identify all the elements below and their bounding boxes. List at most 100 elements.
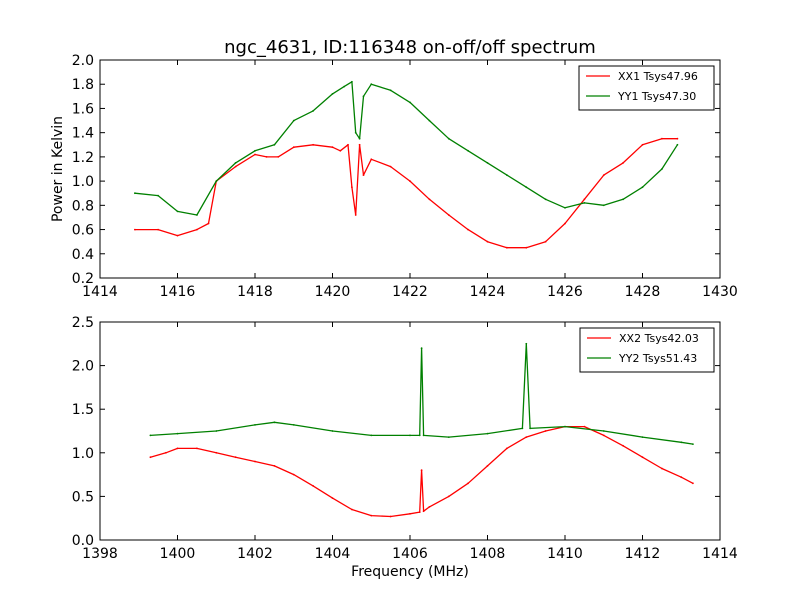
- top-panel-series: [134, 80, 679, 249]
- bottom-data-point: [370, 514, 373, 517]
- top-data-point: [370, 83, 373, 86]
- top-data-point: [196, 228, 198, 231]
- top-y-tick-label: 0.2: [72, 271, 94, 287]
- bottom-data-point: [583, 425, 586, 428]
- top-legend-label-xx1: XX1 Tsys47.96: [618, 70, 698, 83]
- top-data-point: [351, 80, 353, 83]
- bottom-data-point: [389, 515, 392, 518]
- top-data-point: [347, 143, 349, 146]
- top-data-point: [486, 162, 489, 164]
- bottom-x-tick-label: 1408: [470, 546, 506, 562]
- top-y-tick-label: 1.6: [72, 101, 94, 117]
- top-data-point: [428, 119, 431, 122]
- top-data-point: [447, 214, 450, 216]
- top-y-axis-label: Power in Kelvin: [50, 116, 66, 222]
- bottom-data-point: [447, 495, 450, 498]
- top-data-point: [362, 95, 365, 98]
- bottom-data-point: [254, 460, 256, 463]
- bottom-data-point: [680, 441, 683, 444]
- top-x-tick-label: 1422: [392, 284, 428, 300]
- top-data-point: [506, 174, 508, 177]
- bottom-data-point: [351, 508, 353, 511]
- top-data-point: [354, 214, 357, 216]
- top-data-point: [351, 186, 353, 189]
- bottom-data-point: [661, 467, 663, 470]
- bottom-y-tick-label: 2.5: [72, 315, 94, 331]
- top-data-point: [676, 143, 679, 146]
- top-data-point: [358, 137, 361, 140]
- bottom-data-point: [234, 456, 237, 459]
- bottom-data-point: [292, 424, 295, 426]
- bottom-data-point: [418, 511, 421, 513]
- top-x-tick-label: 1430: [702, 284, 738, 300]
- bottom-data-point: [467, 482, 469, 485]
- top-y-tick-label: 1.8: [72, 77, 94, 93]
- top-data-point: [339, 149, 342, 152]
- bottom-data-point: [215, 451, 218, 454]
- top-data-point: [157, 228, 160, 231]
- bottom-data-point: [273, 421, 276, 424]
- figure-title: ngc_4631, ID:116348 on-off/off spectrum: [224, 37, 596, 58]
- top-data-point: [583, 202, 586, 204]
- top-data-point: [134, 228, 136, 231]
- bottom-data-point: [544, 430, 547, 432]
- bottom-x-tick-label: 1400: [160, 546, 196, 562]
- bottom-x-axis-label: Frequency (MHz): [351, 564, 469, 580]
- top-x-tick-label: 1416: [160, 284, 196, 300]
- bottom-legend-box: [579, 327, 715, 373]
- bottom-series-line-2: [150, 343, 693, 445]
- top-data-point: [506, 246, 508, 249]
- top-data-point: [641, 143, 644, 146]
- bottom-data-point: [486, 465, 489, 467]
- top-data-point: [358, 143, 361, 146]
- top-data-point: [362, 174, 365, 177]
- top-x-tick-label: 1428: [625, 284, 661, 300]
- top-data-point: [409, 180, 411, 183]
- bottom-legend: XX2 Tsys42.03 YY2 Tsys51.43: [579, 327, 715, 373]
- top-data-point: [134, 192, 136, 195]
- bottom-x-tick-label: 1404: [315, 546, 351, 562]
- bottom-data-point: [422, 510, 425, 513]
- top-data-point: [277, 156, 280, 158]
- top-data-point: [331, 93, 334, 95]
- top-data-point: [428, 198, 431, 201]
- bottom-panel: 1398 1400 1402 1404 1406 1408 1410 1412 1414 0.0 0…: [72, 315, 738, 580]
- bottom-data-point: [529, 427, 531, 430]
- top-data-point: [176, 210, 179, 213]
- bottom-legend-label-xx2: XX2 Tsys42.03: [619, 332, 699, 345]
- bottom-data-point: [422, 434, 425, 437]
- top-data-point: [215, 180, 218, 183]
- bottom-data-point: [176, 432, 179, 435]
- bottom-data-point: [409, 512, 411, 515]
- bottom-y-tick-label: 0.5: [72, 489, 94, 505]
- top-x-tick-label: 1426: [547, 284, 583, 300]
- bottom-data-point: [312, 485, 314, 487]
- top-y-tick-label: 0.4: [72, 247, 94, 263]
- top-data-point: [661, 168, 663, 170]
- bottom-data-point: [420, 347, 423, 350]
- bottom-data-point: [149, 456, 152, 459]
- bottom-data-point: [215, 430, 218, 432]
- bottom-data-point: [331, 497, 334, 499]
- bottom-data-point: [447, 436, 450, 438]
- bottom-data-point: [486, 432, 489, 435]
- top-data-point: [254, 153, 256, 156]
- top-data-point: [292, 119, 295, 122]
- top-data-point: [273, 143, 276, 146]
- bottom-data-point: [254, 424, 256, 426]
- top-data-point: [602, 204, 605, 207]
- top-y-tick-label: 1.0: [72, 174, 94, 190]
- top-data-point: [622, 162, 624, 164]
- bottom-data-point: [506, 447, 508, 450]
- top-data-point: [234, 162, 237, 164]
- bottom-data-point: [176, 447, 179, 450]
- bottom-data-point: [525, 436, 528, 438]
- bottom-x-tick-label: 1414: [702, 546, 738, 562]
- top-data-point: [254, 149, 256, 152]
- top-data-point: [312, 143, 314, 146]
- top-data-point: [176, 234, 179, 237]
- top-data-point: [234, 165, 237, 168]
- bottom-data-point: [692, 443, 694, 445]
- bottom-panel-ticks: 1398 1400 1402 1404 1406 1408 1410 1412 1414 0.0 0…: [72, 315, 738, 562]
